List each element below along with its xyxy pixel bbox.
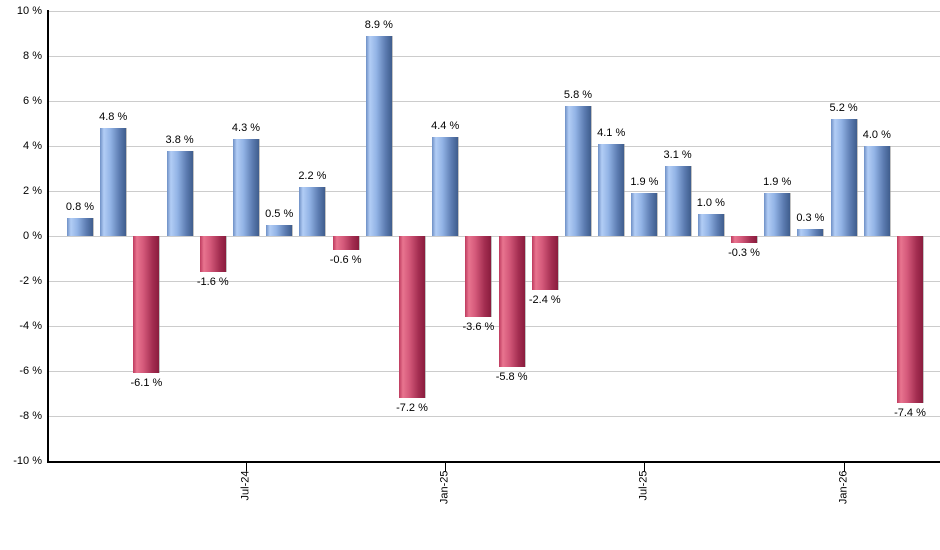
bar-value-label: 3.1 % (663, 149, 692, 162)
x-axis-tick (644, 463, 646, 471)
x-axis-tick (445, 463, 447, 471)
bar-22-positive[interactable] (764, 193, 791, 236)
y-tick-label: -10 % (13, 455, 42, 467)
bar-3-negative[interactable] (133, 236, 160, 374)
bar-14-negative[interactable] (498, 236, 525, 367)
bar-value-label: 1.9 % (763, 176, 792, 189)
bar-21-negative[interactable] (731, 236, 757, 243)
bar-value-label: -7.2 % (396, 402, 428, 414)
bar-value-label: 0.8 % (65, 201, 95, 213)
bar-18-positive[interactable] (631, 193, 658, 236)
bar-9-negative[interactable] (332, 236, 359, 250)
x-axis-tick (843, 463, 845, 471)
gridline (49, 416, 940, 417)
y-tick-label: -2 % (19, 275, 42, 287)
bar-2-positive[interactable] (100, 128, 127, 236)
bar-value-label: 2.2 % (298, 169, 327, 182)
y-tick-label: 10 % (16, 5, 42, 17)
bar-16-positive[interactable] (565, 105, 591, 236)
bar-6-positive[interactable] (233, 139, 259, 236)
bar-value-label: -1.6 % (196, 276, 229, 288)
x-axis-line (47, 461, 940, 463)
bar-10-positive[interactable] (365, 35, 392, 236)
bar-19-positive[interactable] (664, 166, 691, 236)
bar-13-negative[interactable] (465, 236, 492, 317)
bar-value-label: 4.1 % (597, 126, 626, 139)
y-tick-label: -4 % (19, 320, 42, 332)
bar-value-label: 8.9 % (364, 18, 393, 31)
gridline (49, 11, 940, 12)
gridline (49, 56, 940, 57)
bar-value-label: -2.4 % (528, 294, 561, 306)
gridline (49, 146, 940, 147)
y-tick-label: -8 % (19, 410, 42, 422)
y-tick-label: -6 % (19, 365, 42, 377)
bar-value-label: -5.8 % (495, 370, 528, 383)
x-tick-label: Jul-25 (637, 470, 650, 501)
bar-5-negative[interactable] (199, 236, 226, 272)
bar-17-positive[interactable] (598, 143, 625, 236)
x-tick-label: Jul-24 (239, 470, 252, 501)
gridline (49, 371, 940, 372)
gridline (49, 191, 940, 192)
bar-value-label: 3.8 % (165, 133, 194, 146)
y-axis-line (47, 10, 49, 463)
bar-23-positive[interactable] (797, 229, 824, 236)
gridline (49, 326, 940, 327)
bar-value-label: 0.3 % (796, 212, 825, 225)
y-tick-label: 8 % (23, 50, 42, 62)
gridline (49, 236, 940, 237)
bar-value-label: -7.4 % (894, 406, 926, 419)
bar-12-positive[interactable] (432, 137, 459, 236)
y-tick-label: 2 % (23, 185, 42, 197)
bar-value-label: 1.0 % (696, 196, 725, 209)
bar-value-label: 5.2 % (829, 102, 858, 114)
bar-1-positive[interactable] (67, 218, 93, 236)
bar-value-label: -0.3 % (728, 246, 760, 259)
gridline (49, 101, 940, 102)
bar-8-positive[interactable] (299, 186, 326, 236)
x-axis-tick (246, 463, 247, 471)
bar-value-label: 4.8 % (99, 111, 128, 123)
bar-value-label: 4.4 % (431, 120, 460, 132)
x-tick-label: Jan-25 (438, 470, 451, 505)
bar-26-negative[interactable] (897, 236, 923, 403)
bar-11-negative[interactable] (399, 236, 425, 398)
bar-25-positive[interactable] (863, 146, 890, 236)
bar-value-label: -3.6 % (462, 321, 495, 333)
bar-value-label: 4.0 % (862, 129, 891, 141)
bar-4-positive[interactable] (166, 150, 193, 236)
bar-7-positive[interactable] (266, 224, 293, 236)
bar-value-label: -6.1 % (130, 377, 163, 390)
bar-value-label: 5.8 % (563, 88, 593, 101)
gridline (49, 281, 940, 282)
bar-20-positive[interactable] (697, 213, 724, 236)
y-tick-label: 0 % (23, 230, 42, 242)
bar-value-label: -0.6 % (329, 253, 362, 266)
bar-value-label: 4.3 % (231, 122, 261, 135)
bar-24-positive[interactable] (830, 119, 857, 236)
bar-value-label: 0.5 % (265, 207, 294, 220)
x-tick-label: Jan-26 (837, 470, 850, 505)
y-tick-label: 4 % (23, 140, 42, 152)
bar-value-label: 1.9 % (630, 176, 659, 189)
y-tick-label: 6 % (23, 95, 42, 107)
bar-15-negative[interactable] (531, 236, 558, 290)
